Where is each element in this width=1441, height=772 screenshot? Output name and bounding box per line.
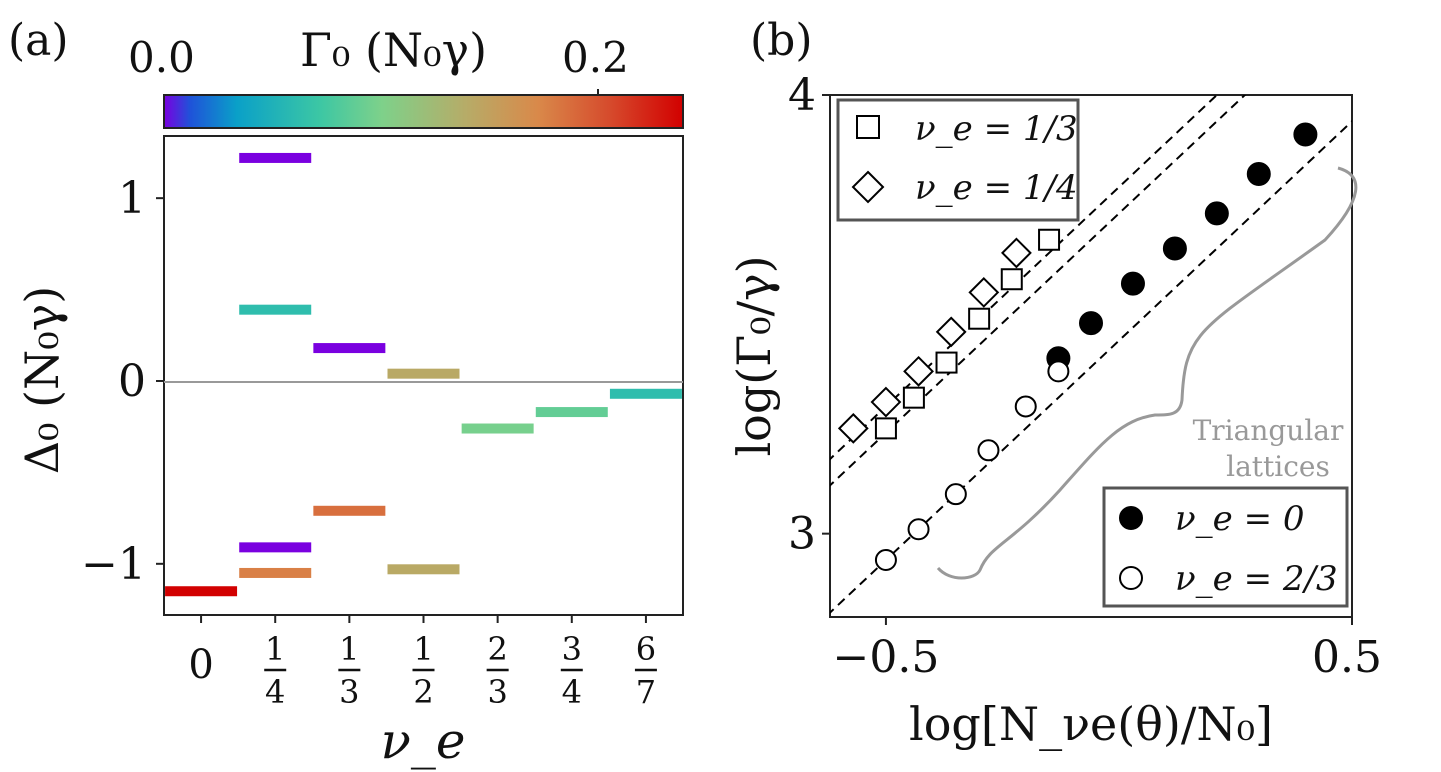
panel-a-label: (a): [8, 15, 69, 66]
level-segment-5: [313, 343, 386, 354]
panel-a-xtick-numerator: 6: [636, 630, 656, 668]
panel-a: (a) Γ₀ (N₀γ) 0.0 0.2 −101 0 141312233467 …: [8, 15, 684, 770]
panel-b-xtick-label: 0.5: [1312, 632, 1382, 683]
level-segment-8: [387, 564, 460, 575]
point-diamond-0: [837, 412, 869, 444]
point-circle-open-5: [1047, 360, 1070, 383]
panel-b-x-ticks: −0.5 0.5: [833, 617, 1382, 683]
colorbar-title: Γ₀ (N₀γ): [300, 23, 487, 77]
legend-lower-entry-2: ν_e = 2/3: [1175, 559, 1338, 599]
point-diamond-2: [903, 355, 934, 387]
point-circle-filled-5: [1246, 161, 1271, 186]
panel-a-x-ticks: 0 1 4 1 3 1 2 2 3 3 4 6 7: [188, 615, 657, 711]
panel-a-xtick-denominator: 4: [265, 673, 285, 711]
legend-diamond-marker: [851, 170, 885, 204]
panel-a-xtick-denominator: 7: [636, 673, 656, 711]
point-diamond-4: [968, 276, 1000, 308]
annotation-line-1: Triangular: [1193, 414, 1344, 447]
point-circle-open-2: [944, 483, 967, 506]
panel-a-ylabel: Δ₀ (N₀γ): [15, 286, 69, 474]
panel-b-y-ticks: 34: [788, 70, 830, 560]
point-circle-open-4: [1014, 395, 1037, 418]
panel-a-ytick-label: −1: [81, 539, 146, 590]
level-segment-10: [535, 407, 608, 418]
panel-a-xtick-numerator: 1: [413, 630, 433, 668]
level-segment-4: [239, 567, 312, 578]
level-segment-6: [313, 505, 386, 516]
point-square-0: [874, 417, 897, 440]
panel-a-xtick-numerator: 3: [562, 630, 582, 668]
level-segment-1: [239, 152, 312, 163]
panel-a-xtick-denominator: 2: [413, 673, 433, 711]
colorbar: Γ₀ (N₀γ) 0.0 0.2: [128, 23, 684, 129]
panel-a-xtick-label: 0: [188, 642, 213, 688]
panel-b-xtick-label: −0.5: [833, 632, 940, 683]
panel-a-ytick-label: 0: [118, 356, 146, 407]
level-segment-2: [239, 304, 312, 315]
panel-a-xtick-denominator: 4: [562, 673, 582, 711]
panel-a-xtick-numerator: 1: [339, 630, 359, 668]
point-square-2: [935, 351, 958, 374]
legend-open-circle-marker: [1119, 566, 1143, 590]
colorbar-tick-label-max: 0.2: [562, 33, 629, 82]
level-segment-0: [165, 586, 238, 597]
annotation-line-2: lattices: [1226, 450, 1330, 483]
panel-b-label: (b): [750, 15, 813, 66]
legend-lower: ν_e = 0 ν_e = 2/3: [1102, 486, 1349, 608]
colorbar-gradient: [163, 94, 684, 129]
point-diamond-5: [1001, 237, 1032, 269]
legend-upper-entry-2: ν_e = 1/4: [915, 168, 1078, 208]
panel-a-xlabel: ν_e: [381, 712, 466, 770]
level-segment-7: [387, 368, 460, 379]
panel-a-xtick-numerator: 2: [487, 630, 507, 668]
point-square-4: [1000, 268, 1023, 291]
level-segment-3: [239, 542, 312, 553]
panel-a-xtick-denominator: 3: [339, 673, 359, 711]
panel-b-ylabel: log(Γ₀/γ): [727, 255, 781, 456]
legend-lower-box: [1102, 486, 1349, 608]
point-circle-filled-6: [1293, 122, 1318, 147]
point-circle-filled-4: [1204, 201, 1229, 226]
panel-a-xtick-numerator: 1: [265, 630, 285, 668]
point-square-3: [968, 307, 991, 330]
legend-upper: ν_e = 1/3 ν_e = 1/4: [836, 98, 1080, 222]
point-circle-open-0: [874, 548, 897, 571]
point-circle-filled-3: [1162, 236, 1187, 261]
colorbar-tick-label-min: 0.0: [128, 33, 195, 82]
point-diamond-3: [935, 316, 967, 348]
triangular-lattice-brace: [936, 166, 1358, 580]
panel-a-ytick-label: 1: [118, 173, 146, 224]
point-square-1: [902, 386, 925, 409]
point-square-5: [1038, 228, 1061, 251]
panel-a-y-ticks: −1 0 1: [81, 173, 164, 590]
panel-b-ytick-label: 3: [788, 509, 816, 560]
point-diamond-1: [870, 386, 902, 418]
legend-upper-entry-1: ν_e = 1/3: [915, 109, 1078, 149]
point-circle-open-3: [977, 439, 1000, 462]
legend-lower-entry-1: ν_e = 0: [1175, 499, 1305, 539]
panel-b: (b) Triangular lattices ν_e = 1/3 ν_e = …: [727, 15, 1382, 751]
level-segment-9: [461, 423, 534, 434]
panel-a-xtick-denominator: 3: [487, 673, 507, 711]
point-circle-open-1: [907, 518, 930, 541]
panel-b-ytick-label: 4: [788, 70, 816, 121]
point-circle-filled-1: [1079, 311, 1103, 336]
scatter-points: [837, 122, 1318, 571]
panel-b-frame: [829, 94, 1353, 618]
panel-b-xlabel: log[N_νe(θ)/N₀]: [909, 697, 1273, 751]
legend-filled-circle-marker: [1119, 506, 1143, 530]
legend-square-marker: [856, 115, 880, 139]
level-segment-11: [609, 388, 682, 399]
level-segments: [165, 152, 682, 597]
point-circle-filled-2: [1120, 271, 1145, 296]
